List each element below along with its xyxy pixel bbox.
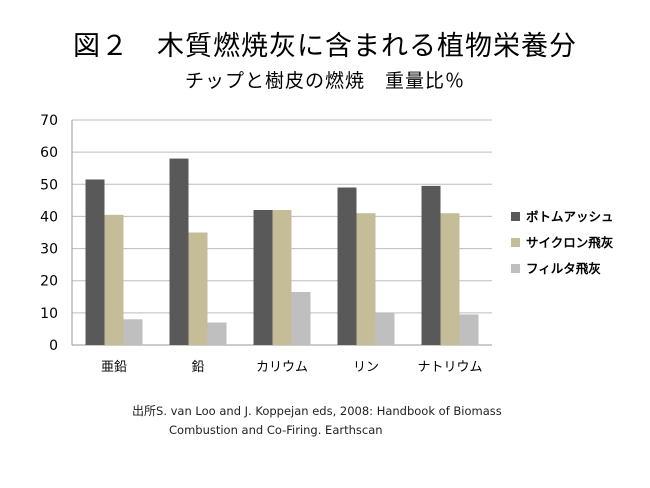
x-tick-label: リン <box>353 360 379 375</box>
x-tick-label: ナトリウム <box>417 360 482 375</box>
bar <box>169 158 189 345</box>
y-tick-label: 60 <box>40 145 58 161</box>
bar <box>459 314 479 345</box>
y-tick-label: 30 <box>40 242 58 258</box>
y-tick-label: 0 <box>49 338 58 354</box>
source-line-1: S. van Loo and J. Koppejan eds, 2008: Ha… <box>156 404 502 418</box>
chart-subtitle: チップと樹皮の燃焼 重量比％ <box>184 70 465 92</box>
bar <box>421 185 441 345</box>
bar <box>207 322 227 345</box>
legend-label: フィルタ飛灰 <box>526 261 601 276</box>
legend-label: サイクロン飛灰 <box>526 235 614 250</box>
y-tick-label: 40 <box>40 209 58 225</box>
bar <box>356 213 376 345</box>
x-tick-label: 鉛 <box>191 360 204 375</box>
bar <box>123 319 143 345</box>
y-tick-label: 20 <box>40 274 58 290</box>
bar <box>440 213 460 345</box>
bar <box>85 179 105 345</box>
chart-title: 図２ 木質燃焼灰に含まれる植物栄養分 <box>73 31 577 62</box>
y-tick-label: 70 <box>40 113 58 129</box>
bar <box>253 210 273 345</box>
source-label: 出所 <box>132 404 157 418</box>
y-tick-label: 50 <box>40 177 58 193</box>
legend-swatch <box>511 264 520 273</box>
y-tick-label: 10 <box>40 306 58 322</box>
bar <box>291 291 311 345</box>
source-line-2: Combustion and Co-Firing. Earthscan <box>169 423 383 437</box>
x-tick-label: カリウム <box>256 360 308 375</box>
x-tick-label: 亜鉛 <box>101 360 127 375</box>
bar <box>188 232 208 345</box>
legend-swatch <box>511 212 520 221</box>
bar <box>375 312 395 345</box>
legend-label: ボトムアッシュ <box>526 209 614 224</box>
bar <box>104 214 124 345</box>
bar <box>337 187 357 345</box>
bar-chart: 0 10 20 30 40 50 60 70 亜鉛 鉛 カリウム リン ナトリウム ボトムアッシュサイクロ… <box>40 113 614 375</box>
source-citation: 出所S. van Loo and J. Koppejan eds, 2008: … <box>132 402 502 440</box>
legend-swatch <box>511 238 520 247</box>
bar <box>272 210 292 345</box>
